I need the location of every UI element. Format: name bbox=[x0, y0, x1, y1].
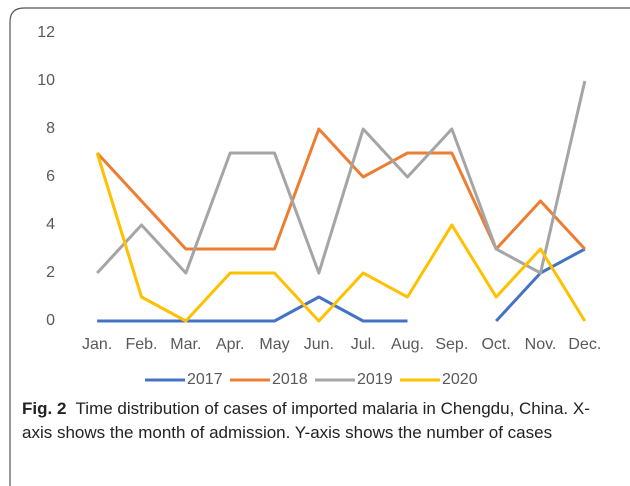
x-tick-label: Aug. bbox=[391, 336, 424, 353]
legend-label: 2019 bbox=[357, 371, 393, 388]
x-tick-label: Mar. bbox=[170, 336, 201, 353]
x-tick-label: Feb. bbox=[125, 336, 157, 353]
x-tick-label: May bbox=[259, 336, 289, 353]
x-tick-label: Jun. bbox=[304, 336, 334, 353]
caption-text: Time distribution of cases of imported m… bbox=[22, 399, 590, 442]
y-tick-label: 4 bbox=[46, 216, 55, 233]
x-tick-label: Nov. bbox=[525, 336, 557, 353]
x-tick-label: Jan. bbox=[82, 336, 112, 353]
legend-label: 2020 bbox=[442, 371, 478, 388]
series-line bbox=[96, 80, 587, 275]
y-tick-label: 2 bbox=[46, 264, 55, 281]
x-tick-label: Sep. bbox=[435, 336, 468, 353]
series-line bbox=[96, 127, 586, 251]
y-tick-label: 0 bbox=[46, 312, 55, 329]
x-tick-label: Jul. bbox=[351, 336, 376, 353]
series-line bbox=[97, 247, 586, 323]
y-tick-label: 8 bbox=[46, 120, 55, 137]
x-tick-label: Oct. bbox=[481, 336, 510, 353]
y-tick-label: 12 bbox=[37, 24, 55, 41]
y-tick-label: 10 bbox=[37, 72, 55, 89]
caption-label: Fig. 2 bbox=[22, 399, 67, 418]
legend-label: 2017 bbox=[187, 371, 223, 388]
y-tick-label: 6 bbox=[46, 168, 55, 185]
x-tick-label: Apr. bbox=[216, 336, 244, 353]
caption: Fig. 2 Time distribution of cases of imp… bbox=[22, 397, 612, 445]
legend-label: 2018 bbox=[272, 371, 308, 388]
x-tick-label: Dec. bbox=[568, 336, 601, 353]
series-line bbox=[95, 152, 587, 323]
frame bbox=[9, 7, 630, 486]
